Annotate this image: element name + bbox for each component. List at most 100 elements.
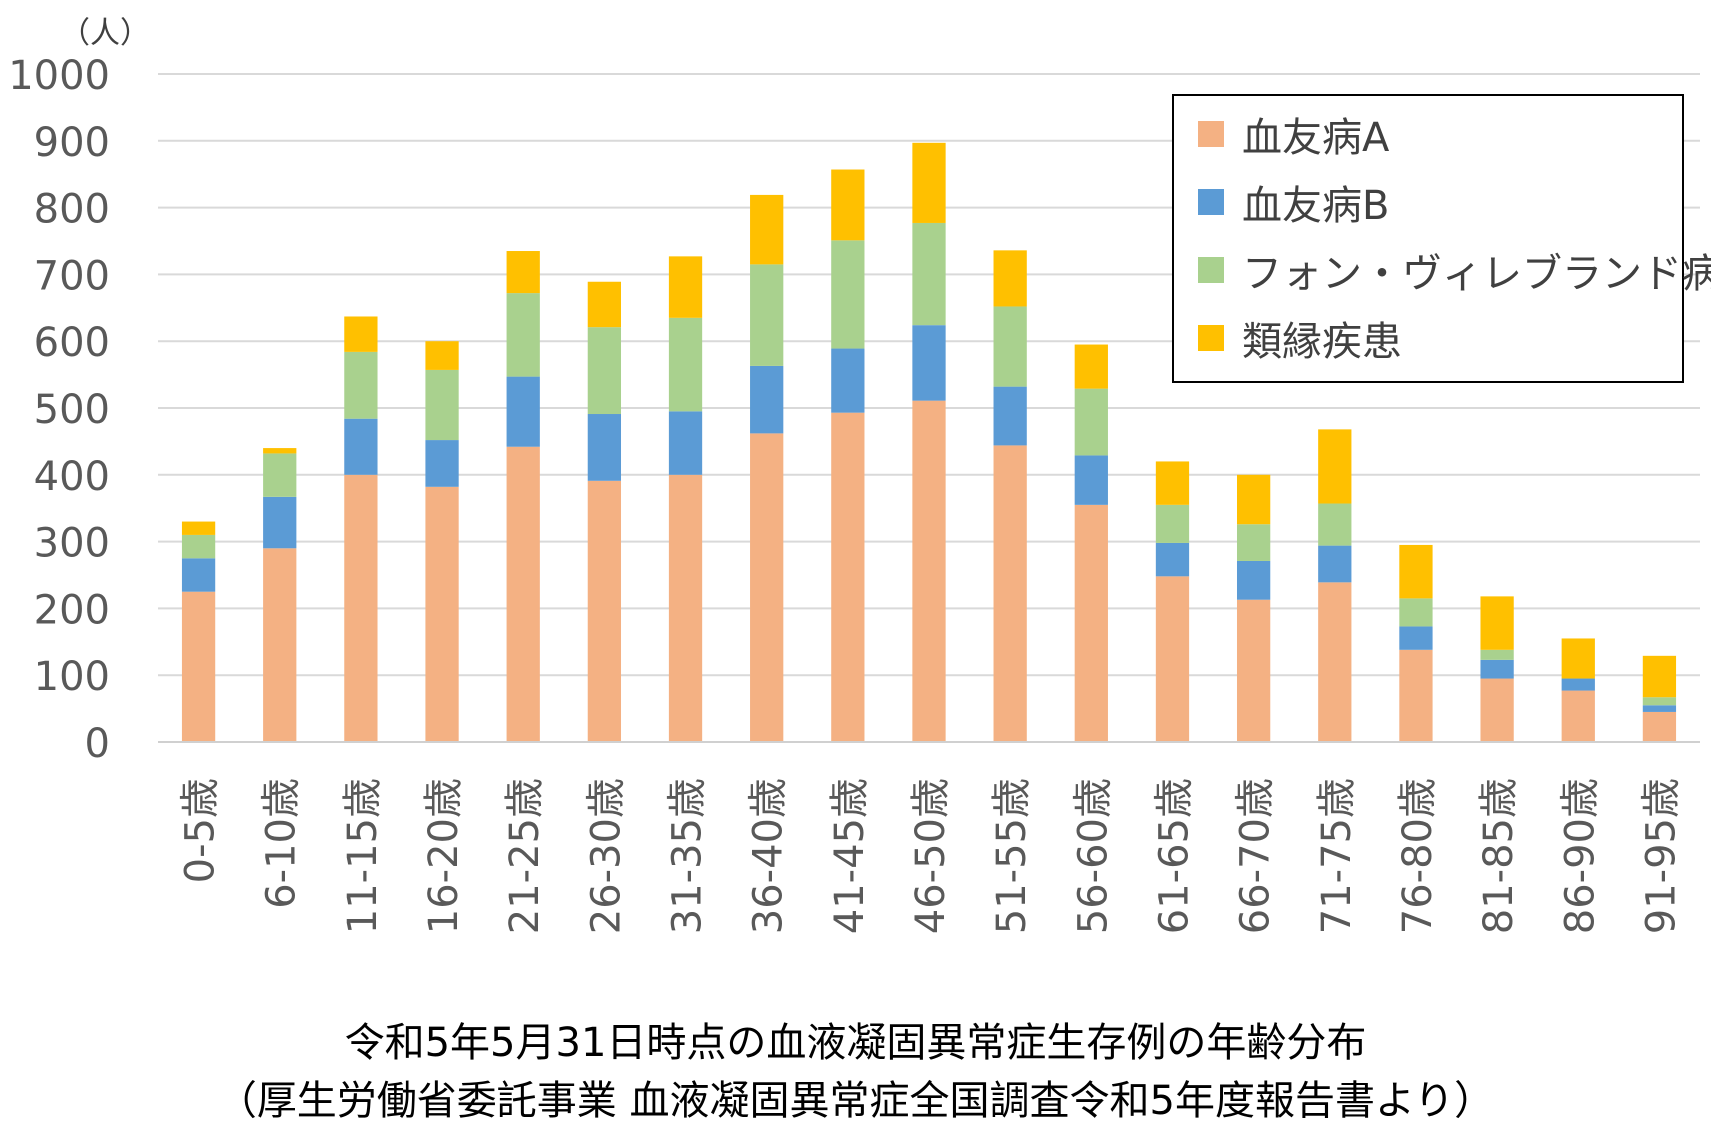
bar-31-35歳-series-2	[668, 317, 703, 412]
x-tick-label-71-75歳: 71-75歳	[1314, 778, 1360, 934]
y-tick-label-1000: 1000	[8, 53, 110, 99]
legend-item-hemophilia-b: 血友病B	[1198, 172, 1389, 232]
y-tick-label-800: 800	[34, 187, 110, 233]
bar-31-35歳-series-3	[668, 256, 703, 318]
bar-51-55歳-series-3	[993, 250, 1027, 307]
bar-41-45歳-series-2	[831, 240, 865, 349]
bar-21-25歳-series-1	[506, 376, 540, 447]
bar-91-95歳-series-3	[1642, 655, 1677, 698]
bar-61-65歳-series-2	[1155, 504, 1190, 543]
legend-item-hemophilia-a: 血友病A	[1198, 104, 1389, 164]
x-tick-label-56-60歳: 56-60歳	[1070, 778, 1116, 934]
y-tick-label-700: 700	[34, 253, 110, 299]
bar-66-70歳-series-2	[1236, 524, 1271, 561]
legend-swatch-related-disorders	[1198, 325, 1224, 351]
x-tick-label-21-25歳: 21-25歳	[502, 778, 548, 934]
bar-91-95歳-series-2	[1642, 697, 1677, 706]
bar-0-5歳-series-0	[181, 591, 216, 742]
bar-76-80歳-series-0	[1399, 649, 1433, 742]
bar-51-55歳-series-0	[993, 445, 1027, 742]
bar-86-90歳-series-1	[1561, 678, 1595, 691]
bar-0-5歳-series-3	[181, 521, 216, 535]
x-tick-label-36-40歳: 36-40歳	[746, 778, 792, 934]
bar-41-45歳-series-1	[831, 348, 865, 413]
bar-0-5歳-series-2	[181, 534, 216, 559]
y-tick-label-200: 200	[34, 587, 110, 633]
bar-21-25歳-series-2	[506, 293, 540, 377]
bar-41-45歳-series-3	[831, 169, 865, 241]
x-tick-label-11-15歳: 11-15歳	[340, 778, 386, 934]
x-tick-label-66-70歳: 66-70歳	[1233, 778, 1279, 934]
y-tick-label-600: 600	[34, 320, 110, 366]
bar-26-30歳-series-2	[587, 327, 622, 415]
bar-91-95歳-series-0	[1642, 711, 1677, 742]
bar-71-75歳-series-2	[1318, 503, 1352, 546]
bar-36-40歳-series-2	[750, 264, 784, 366]
bar-61-65歳-series-3	[1155, 461, 1190, 505]
x-tick-label-26-30歳: 26-30歳	[583, 778, 629, 934]
y-axis-unit-label: （人）	[60, 16, 150, 51]
legend: 血友病A 血友病B フォン・ヴィレブランド病 類縁疾患	[1172, 94, 1711, 383]
legend-swatch-hemophilia-b	[1198, 189, 1224, 215]
y-tick-label-0: 0	[85, 721, 110, 767]
x-tick-label-41-45歳: 41-45歳	[827, 778, 873, 934]
bar-31-35歳-series-1	[668, 411, 703, 475]
bar-86-90歳-series-3	[1561, 638, 1595, 679]
x-tick-label-46-50歳: 46-50歳	[908, 778, 954, 934]
bar-11-15歳-series-0	[344, 474, 378, 742]
bar-76-80歳-series-1	[1399, 626, 1433, 650]
bar-26-30歳-series-1	[587, 414, 622, 481]
bar-81-85歳-series-2	[1480, 649, 1514, 660]
bar-56-60歳-series-1	[1074, 455, 1108, 505]
x-tick-label-91-95歳: 91-95歳	[1638, 778, 1684, 934]
bar-6-10歳-series-3	[263, 448, 297, 454]
x-tick-label-81-85歳: 81-85歳	[1476, 778, 1522, 934]
legend-label-hemophilia-b: 血友病B	[1242, 183, 1390, 229]
bar-16-20歳-series-0	[425, 486, 459, 742]
bar-36-40歳-series-3	[750, 194, 784, 265]
bar-16-20歳-series-2	[425, 369, 459, 441]
legend-swatch-hemophilia-a	[1198, 121, 1224, 147]
bar-21-25歳-series-0	[506, 446, 540, 742]
bars	[181, 142, 1677, 742]
legend-item-related-disorders: 類縁疾患	[1198, 308, 1402, 368]
x-tick-label-0-5歳: 0-5歳	[178, 778, 224, 883]
bar-66-70歳-series-0	[1236, 599, 1271, 742]
y-tick-label-500: 500	[34, 387, 110, 433]
bar-76-80歳-series-3	[1399, 544, 1433, 599]
bar-36-40歳-series-1	[750, 365, 784, 434]
bar-91-95歳-series-1	[1642, 705, 1677, 712]
legend-label-hemophilia-a: 血友病A	[1242, 115, 1390, 161]
bar-71-75歳-series-3	[1318, 429, 1352, 504]
x-tick-label-86-90歳: 86-90歳	[1557, 778, 1603, 934]
bar-11-15歳-series-3	[344, 316, 378, 352]
chart-caption-line1: 令和5年5月31日時点の血液凝固異常症生存例の年齢分布	[344, 1020, 1367, 1066]
bar-61-65歳-series-1	[1155, 542, 1190, 577]
y-tick-label-300: 300	[34, 521, 110, 567]
bar-81-85歳-series-1	[1480, 659, 1514, 679]
bar-6-10歳-series-0	[263, 548, 297, 742]
bar-76-80歳-series-2	[1399, 598, 1433, 627]
x-tick-label-6-10歳: 6-10歳	[259, 778, 305, 909]
bar-46-50歳-series-3	[912, 142, 946, 223]
legend-item-von-willebrand: フォン・ヴィレブランド病	[1198, 240, 1711, 300]
x-tick-label-51-55歳: 51-55歳	[989, 778, 1035, 934]
bar-81-85歳-series-0	[1480, 678, 1514, 742]
y-tick-label-400: 400	[34, 454, 110, 500]
bar-71-75歳-series-1	[1318, 545, 1352, 583]
bar-56-60歳-series-0	[1074, 504, 1108, 742]
bar-51-55歳-series-1	[993, 386, 1027, 446]
bar-36-40歳-series-0	[750, 433, 784, 742]
chart-caption-line2: （厚生労働省委託事業 血液凝固異常症全国調査令和5年度報告書より）	[216, 1078, 1495, 1124]
bar-21-25歳-series-3	[506, 251, 540, 294]
legend-label-related-disorders: 類縁疾患	[1242, 319, 1402, 365]
bar-66-70歳-series-1	[1236, 560, 1271, 600]
bar-31-35歳-series-0	[668, 474, 703, 742]
bar-6-10歳-series-2	[263, 453, 297, 497]
y-tick-label-900: 900	[34, 120, 110, 166]
bar-6-10歳-series-1	[263, 496, 297, 549]
x-tick-label-16-20歳: 16-20歳	[421, 778, 467, 934]
bar-56-60歳-series-3	[1074, 344, 1108, 389]
bar-41-45歳-series-0	[831, 412, 865, 742]
bar-26-30歳-series-3	[587, 281, 622, 328]
